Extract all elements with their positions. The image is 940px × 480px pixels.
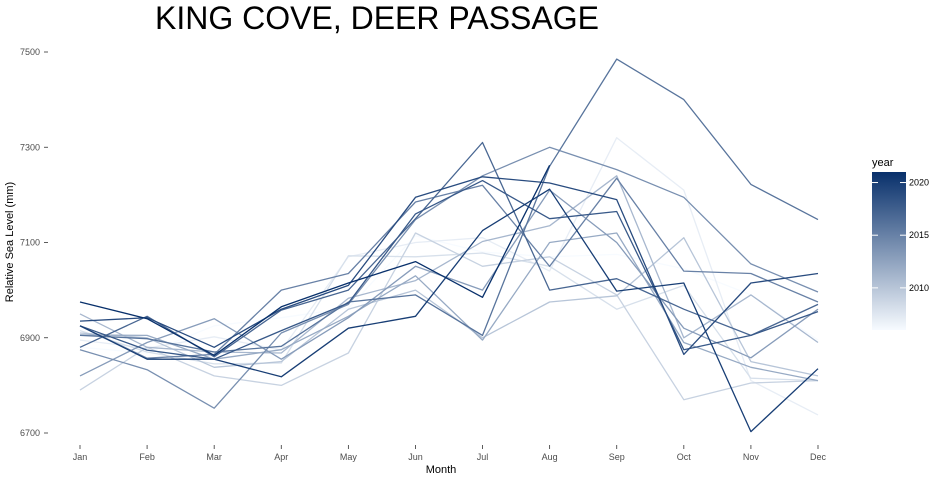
series-line-2019 <box>79 176 819 356</box>
x-tick-label: Sep <box>609 452 625 462</box>
series-line-2015 <box>79 177 819 359</box>
x-axis: Jan Feb Mar Apr May Jun Jul Aug Sep Oct Nov Dec <box>73 445 827 462</box>
y-tick-label: 6900 <box>20 333 40 343</box>
x-tick-label: Dec <box>810 452 827 462</box>
series-line-2009 <box>79 232 819 401</box>
series-line-2006 <box>79 235 819 354</box>
x-tick-label: Oct <box>677 452 692 462</box>
x-tick-label: Apr <box>274 452 288 462</box>
series-line-2007 <box>79 137 819 416</box>
legend-colorbar <box>872 172 906 330</box>
y-tick-label: 7500 <box>20 47 40 57</box>
y-tick-label: 6700 <box>20 428 40 438</box>
chart-title: KING COVE, DEER PASSAGE <box>155 0 599 36</box>
x-tick-label: Jan <box>73 452 88 462</box>
x-tick-label: May <box>340 452 358 462</box>
color-legend: year 2010 2015 2020 <box>872 157 929 330</box>
x-tick-label: Nov <box>743 452 760 462</box>
series-line-2017 <box>79 141 819 358</box>
series-line-2021 <box>79 165 551 357</box>
legend-title: year <box>872 157 894 169</box>
y-axis-label: Relative Sea Level (mm) <box>4 182 16 302</box>
plot-lines <box>79 58 819 433</box>
y-axis: 6700 6900 7100 7300 7500 <box>20 47 48 438</box>
series-line-2011 <box>79 175 819 354</box>
series-line-2013 <box>79 189 819 377</box>
x-tick-label: Mar <box>206 452 222 462</box>
legend-tick-label: 2015 <box>909 230 929 240</box>
series-line-2018 <box>79 179 819 360</box>
series-line-2010 <box>79 237 819 377</box>
series-line-2020 <box>79 188 819 433</box>
x-axis-label: Month <box>426 464 457 476</box>
x-tick-label: Jun <box>408 452 423 462</box>
y-tick-label: 7100 <box>20 238 40 248</box>
x-tick-label: Feb <box>139 452 155 462</box>
legend-tick-label: 2020 <box>909 178 929 188</box>
legend-tick-label: 2010 <box>909 283 929 293</box>
x-tick-label: Jul <box>477 452 489 462</box>
x-tick-label: Aug <box>542 452 558 462</box>
y-tick-label: 7300 <box>20 142 40 152</box>
